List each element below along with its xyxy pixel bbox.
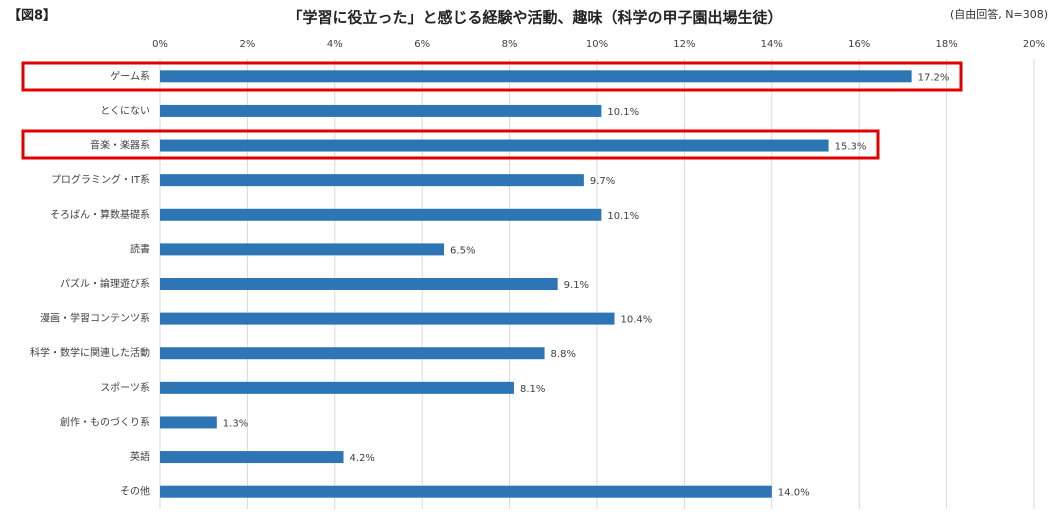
y-tick-label: ゲーム系	[110, 70, 150, 82]
y-tick-label: プログラミング・IT系	[51, 173, 150, 186]
x-tick-label: 16%	[848, 39, 870, 50]
bar	[160, 243, 445, 256]
value-label: 17.2%	[918, 72, 950, 83]
figure-label: 【図8】	[8, 8, 56, 24]
y-tick-label: 読書	[130, 242, 150, 255]
bar	[160, 381, 514, 394]
value-label: 15.3%	[835, 142, 867, 153]
x-tick-label: 0%	[152, 39, 168, 50]
chart-title: 「学習に役立った」と感じる経験や活動、趣味（科学の甲子園出場生徒）	[287, 9, 782, 27]
bar	[160, 174, 584, 187]
value-label: 8.1%	[520, 384, 545, 395]
x-tick-label: 2%	[239, 39, 255, 50]
y-tick-label: その他	[120, 485, 150, 498]
bar	[160, 485, 772, 498]
bar	[160, 139, 829, 152]
y-tick-label: 音楽・楽器系	[90, 139, 150, 152]
value-label: 6.5%	[450, 245, 475, 256]
x-tick-label: 8%	[502, 39, 518, 50]
chart-note: (自由回答, N=308)	[950, 7, 1048, 21]
value-label: 14.0%	[778, 488, 810, 499]
bar	[160, 208, 602, 221]
x-tick-label: 18%	[935, 39, 957, 50]
x-tick-label: 6%	[414, 39, 430, 50]
x-tick-label: 10%	[586, 39, 608, 50]
bar	[160, 312, 615, 325]
bar	[160, 104, 602, 117]
bar	[160, 278, 558, 290]
value-label: 10.1%	[607, 211, 639, 222]
bar	[160, 347, 545, 360]
bar	[160, 416, 217, 429]
y-tick-label: 創作・ものづくり系	[60, 416, 150, 428]
highlight-box	[21, 61, 963, 92]
value-label: 8.8%	[551, 349, 576, 360]
value-label: 10.1%	[607, 107, 639, 118]
y-tick-label: とくにない	[100, 105, 150, 117]
y-tick-label: スポーツ系	[100, 382, 150, 394]
value-label: 4.2%	[350, 453, 375, 464]
value-label: 1.3%	[223, 418, 248, 429]
x-tick-label: 20%	[1023, 39, 1045, 50]
value-label: 10.4%	[620, 315, 652, 326]
y-tick-label: 英語	[130, 450, 150, 463]
x-tick-label: 4%	[327, 39, 343, 50]
highlight-box	[21, 129, 880, 160]
value-label: 9.7%	[590, 176, 615, 187]
plot-area: 0% 2% 4% 6% 8% 10% 12% 14% 16% 18% 20% ゲーム系 17.2% とくに…	[30, 39, 1045, 509]
y-tick-label: 漫画・学習コンテンツ系	[40, 312, 150, 325]
y-tick-label: パズル・論理遊び系	[60, 277, 150, 290]
bar	[160, 70, 912, 83]
bar	[160, 451, 344, 464]
value-label: 9.1%	[564, 280, 589, 291]
x-tick-label: 14%	[761, 39, 783, 50]
y-tick-label: 科学・数学に関連した活動	[30, 346, 150, 359]
y-tick-label: そろばん・算数基礎系	[50, 208, 150, 221]
x-tick-label: 12%	[673, 39, 695, 50]
